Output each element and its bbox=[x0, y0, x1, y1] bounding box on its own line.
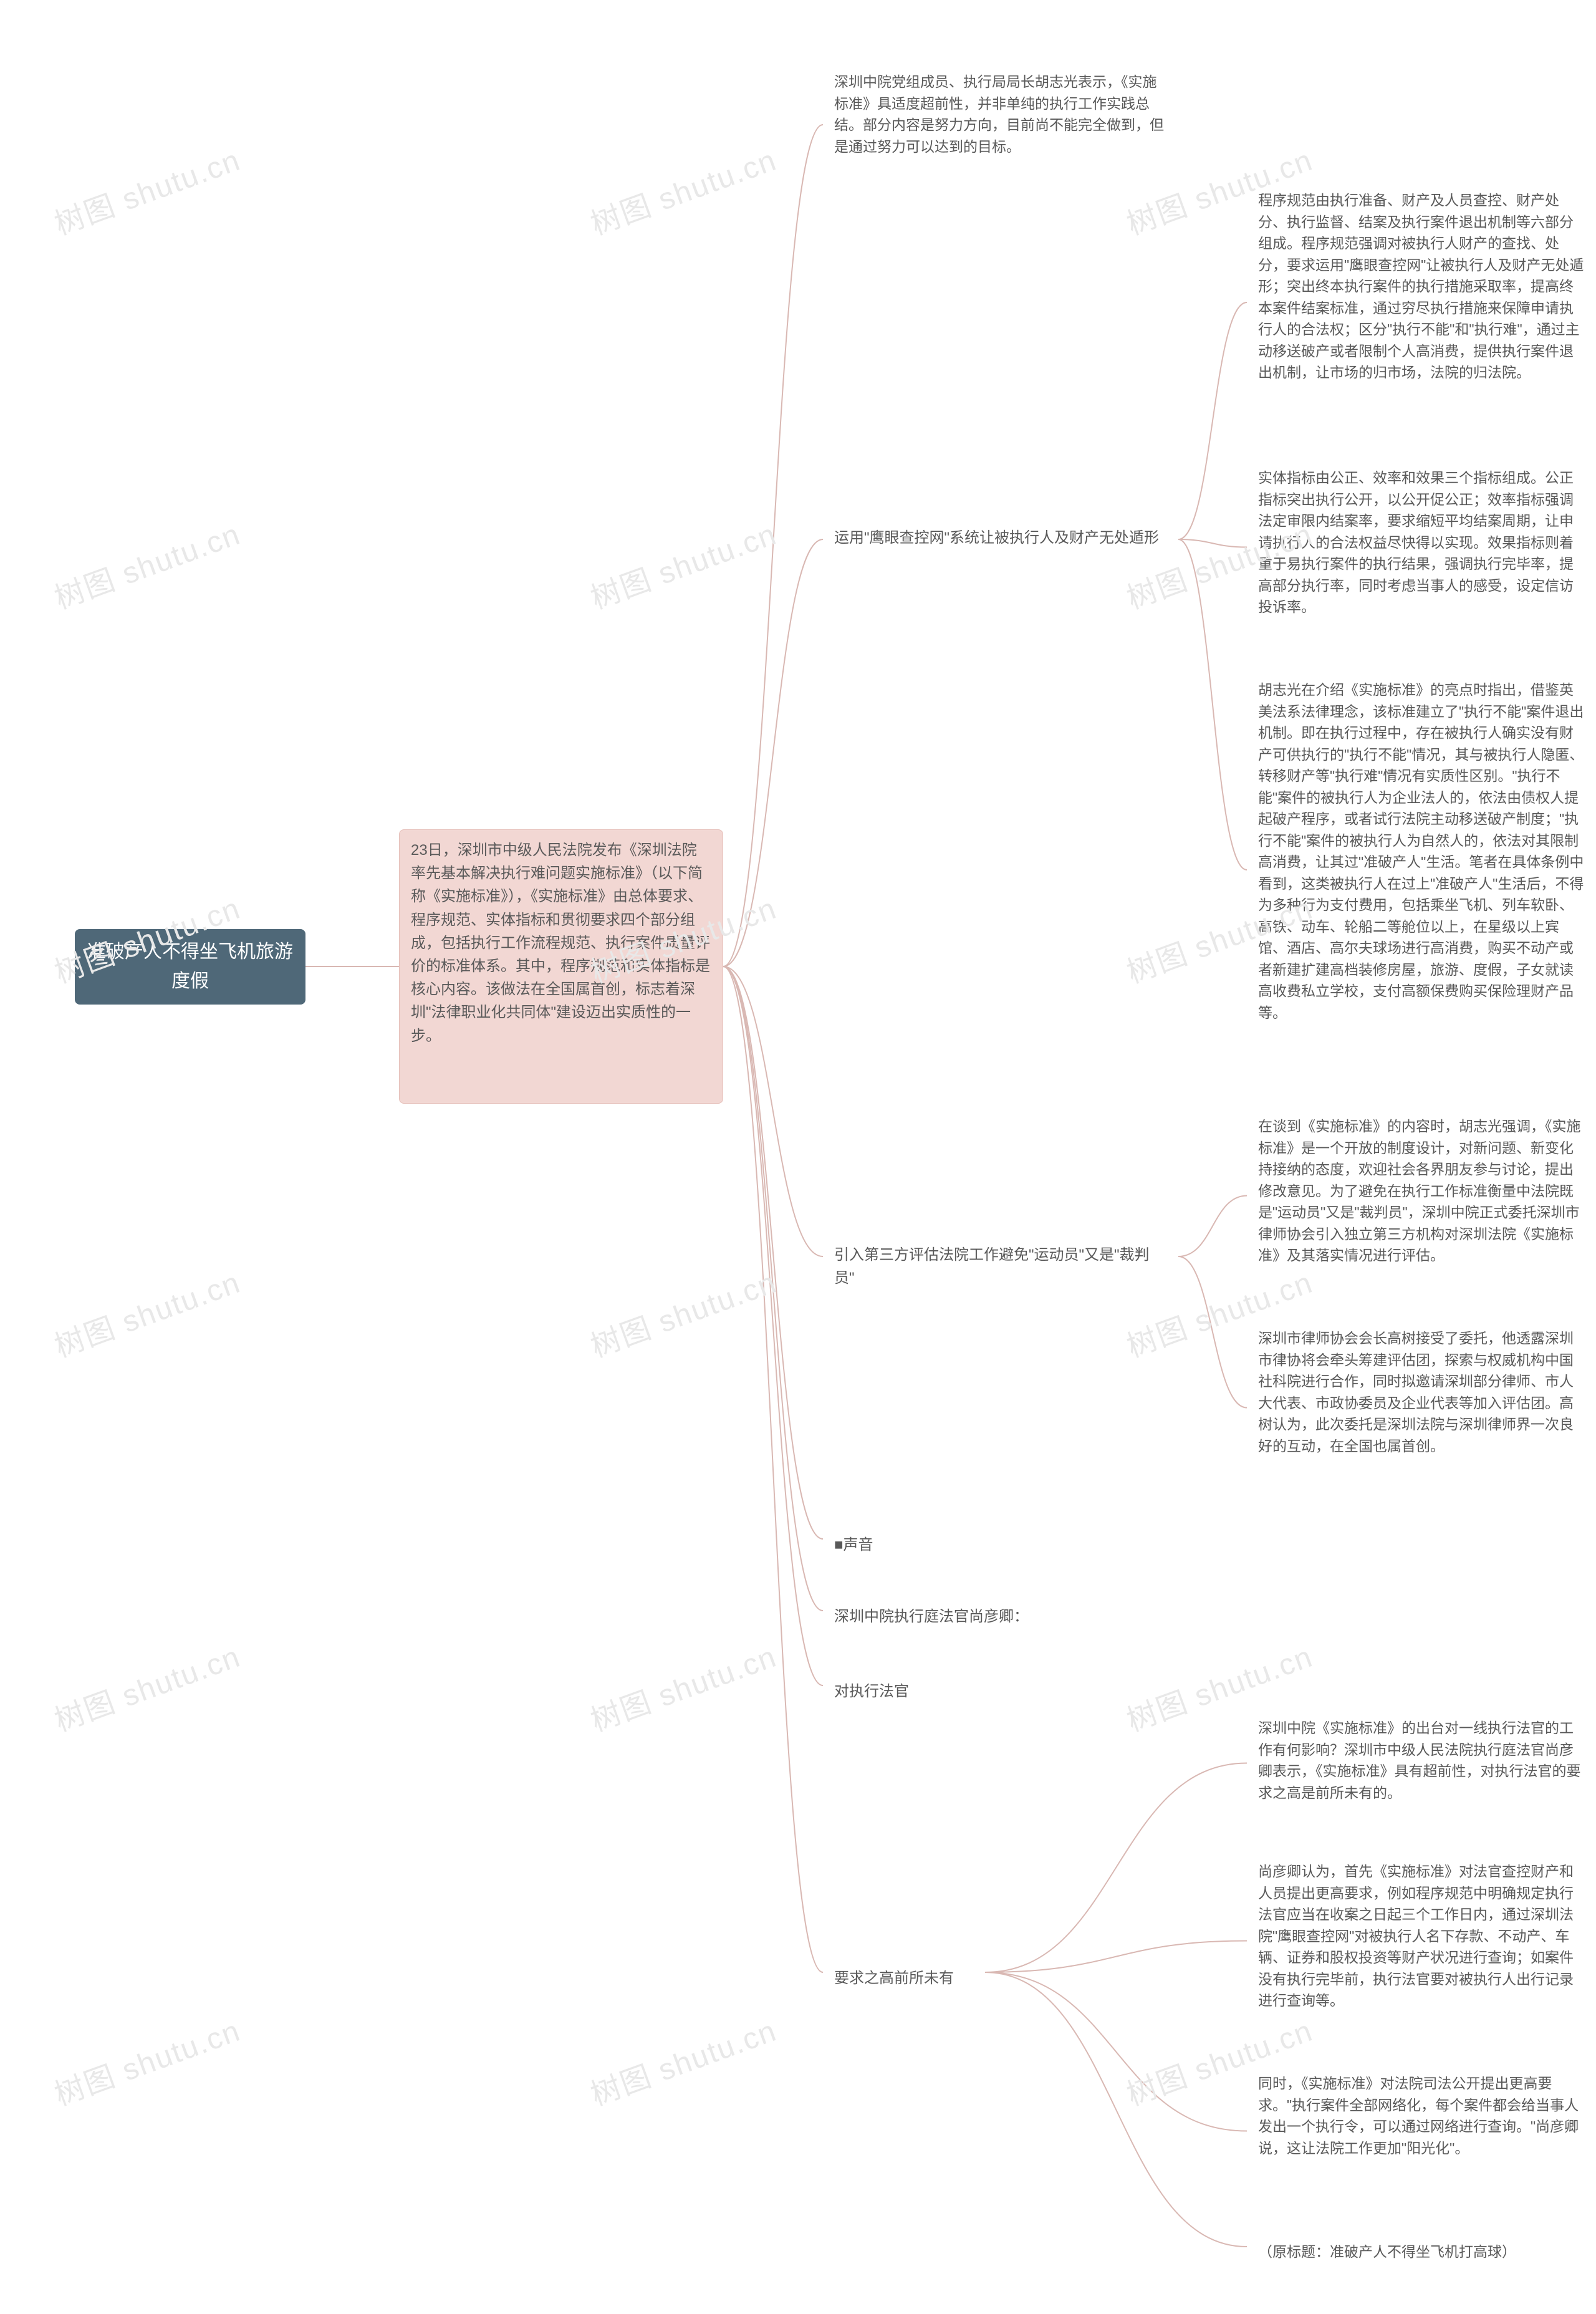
section2-leaf1-text: 在谈到《实施标准》的内容时，胡志光强调，《实施标准》是一个开放的制度设计，对新问… bbox=[1258, 1118, 1581, 1263]
section2-node[interactable]: 引入第三方评估法院工作避免"运动员"又是"裁判员" bbox=[823, 1235, 1178, 1298]
section4-node[interactable]: 深圳中院执行庭法官尚彦卿： bbox=[823, 1596, 1072, 1637]
intro-leaf-node[interactable]: 深圳中院党组成员、执行局局长胡志光表示，《实施标准》具适度超前性，并非单纯的执行… bbox=[823, 62, 1178, 187]
section5-node[interactable]: 对执行法官 bbox=[823, 1671, 935, 1712]
intro-text: 23日，深圳市中级人民法院发布《深圳法院率先基本解决执行难问题实施标准》（以下简… bbox=[411, 842, 710, 1044]
section6-text: 要求之高前所未有 bbox=[834, 1970, 954, 1987]
watermark: 树图 shutu.cn bbox=[584, 1258, 782, 1366]
section1-leaf1-node[interactable]: 程序规范由执行准备、财产及人员查控、财产处分、执行监督、结案及执行案件退出机制等… bbox=[1247, 181, 1596, 424]
section6-leaf4-text: （原标题：准破产人不得坐飞机打高球） bbox=[1258, 2244, 1516, 2260]
section2-leaf2-text: 深圳市律师协会会长高树接受了委托，他透露深圳市律协将会牵头筹建评估团，探索与权威… bbox=[1258, 1330, 1574, 1454]
watermark: 树图 shutu.cn bbox=[47, 135, 246, 243]
section1-leaf2-text: 实体指标由公正、效率和效果三个指标组成。公正指标突出执行公开，以公开促公正；效率… bbox=[1258, 470, 1574, 615]
section2-leaf2-node[interactable]: 深圳市律师协会会长高树接受了委托，他透露深圳市律协将会牵头筹建评估团，探索与权威… bbox=[1247, 1319, 1596, 1497]
section6-leaf1-text: 深圳中院《实施标准》的出台对一线执行法官的工作有何影响？深圳市中级人民法院执行庭… bbox=[1258, 1720, 1581, 1801]
section4-text: 深圳中院执行庭法官尚彦卿： bbox=[834, 1608, 1029, 1625]
section2-text: 引入第三方评估法院工作避免"运动员"又是"裁判员" bbox=[834, 1246, 1150, 1286]
section6-leaf2-node[interactable]: 尚彦卿认为，首先《实施标准》对法官查控财产和人员提出更高要求，例如程序规范中明确… bbox=[1247, 1852, 1596, 2030]
section6-leaf4-node[interactable]: （原标题：准破产人不得坐飞机打高球） bbox=[1247, 2232, 1552, 2272]
root-node[interactable]: 准破产人不得坐飞机旅游度假 bbox=[75, 929, 305, 1005]
watermark: 树图 shutu.cn bbox=[47, 2006, 246, 2114]
mindmap-canvas: 准破产人不得坐飞机旅游度假 23日，深圳市中级人民法院发布《深圳法院率先基本解决… bbox=[0, 0, 1596, 2314]
watermark: 树图 shutu.cn bbox=[47, 1258, 246, 1366]
section6-leaf3-text: 同时，《实施标准》对法院司法公开提出更高要求。"执行案件全部网络化，每个案件都会… bbox=[1258, 2075, 1579, 2156]
section6-leaf2-text: 尚彦卿认为，首先《实施标准》对法官查控财产和人员提出更高要求，例如程序规范中明确… bbox=[1258, 1863, 1574, 2008]
section3-text: ■声音 bbox=[834, 1536, 873, 1553]
section3-node[interactable]: ■声音 bbox=[823, 1525, 898, 1565]
section5-text: 对执行法官 bbox=[834, 1683, 909, 1700]
intro-node[interactable]: 23日，深圳市中级人民法院发布《深圳法院率先基本解决执行难问题实施标准》（以下简… bbox=[399, 829, 723, 1104]
intro-leaf-text: 深圳中院党组成员、执行局局长胡志光表示，《实施标准》具适度超前性，并非单纯的执行… bbox=[834, 74, 1164, 155]
section6-leaf3-node[interactable]: 同时，《实施标准》对法院司法公开提出更高要求。"执行案件全部网络化，每个案件都会… bbox=[1247, 2064, 1596, 2198]
watermark: 树图 shutu.cn bbox=[584, 2006, 782, 2114]
section1-leaf2-node[interactable]: 实体指标由公正、效率和效果三个指标组成。公正指标突出执行公开，以公开促公正；效率… bbox=[1247, 458, 1596, 636]
section2-leaf1-node[interactable]: 在谈到《实施标准》的内容时，胡志光强调，《实施标准》是一个开放的制度设计，对新问… bbox=[1247, 1107, 1596, 1285]
section6-leaf1-node[interactable]: 深圳中院《实施标准》的出台对一线执行法官的工作有何影响？深圳市中级人民法院执行庭… bbox=[1247, 1709, 1596, 1818]
section1-text: 运用"鹰眼查控网"系统让被执行人及财产无处遁形 bbox=[834, 529, 1159, 546]
section1-leaf3-node[interactable]: 胡志光在介绍《实施标准》的亮点时指出，借鉴英美法系法律理念，该标准建立了"执行不… bbox=[1247, 670, 1596, 1069]
watermark: 树图 shutu.cn bbox=[584, 1632, 782, 1740]
watermark: 树图 shutu.cn bbox=[47, 1632, 246, 1740]
section1-leaf3-text: 胡志光在介绍《实施标准》的亮点时指出，借鉴英美法系法律理念，该标准建立了"执行不… bbox=[1258, 682, 1584, 1021]
section6-node[interactable]: 要求之高前所未有 bbox=[823, 1958, 985, 1998]
section1-leaf1-text: 程序规范由执行准备、财产及人员查控、财产处分、执行监督、结案及执行案件退出机制等… bbox=[1258, 192, 1584, 380]
watermark: 树图 shutu.cn bbox=[47, 509, 246, 617]
watermark: 树图 shutu.cn bbox=[584, 135, 782, 243]
section1-node[interactable]: 运用"鹰眼查控网"系统让被执行人及财产无处遁形 bbox=[823, 518, 1178, 561]
watermark: 树图 shutu.cn bbox=[584, 509, 782, 617]
root-label: 准破产人不得坐飞机旅游度假 bbox=[86, 938, 294, 996]
